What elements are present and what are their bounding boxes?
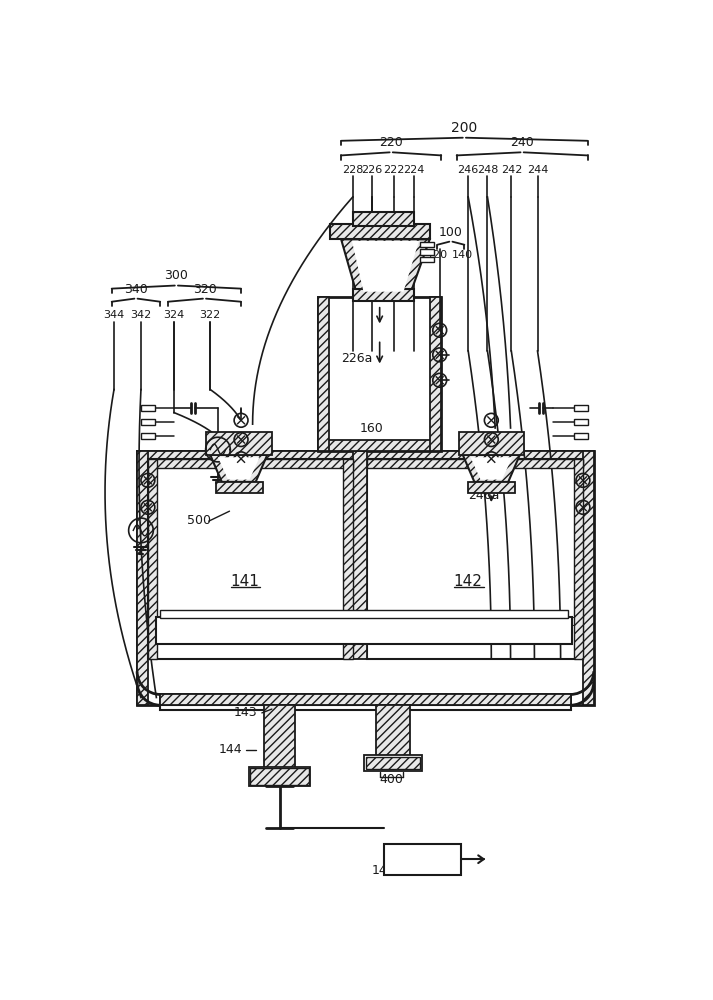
Text: 10: 10 bbox=[563, 616, 579, 629]
Bar bbox=[421, 257, 434, 262]
Bar bbox=[318, 297, 441, 451]
Bar bbox=[249, 767, 310, 786]
Text: 500: 500 bbox=[187, 514, 211, 527]
Bar bbox=[366, 459, 583, 659]
Text: 420: 420 bbox=[392, 763, 414, 773]
Text: 142: 142 bbox=[453, 574, 483, 589]
Text: 141: 141 bbox=[230, 574, 260, 589]
Bar bbox=[459, 432, 525, 455]
Bar bbox=[353, 289, 414, 301]
Bar bbox=[160, 694, 570, 705]
Bar bbox=[137, 451, 594, 462]
Bar bbox=[148, 459, 353, 659]
Bar bbox=[575, 433, 588, 439]
Text: 240: 240 bbox=[511, 136, 534, 149]
Bar bbox=[421, 249, 434, 255]
Text: 248: 248 bbox=[477, 165, 498, 175]
Text: 100: 100 bbox=[439, 226, 463, 239]
Bar bbox=[141, 405, 155, 411]
Bar bbox=[160, 610, 568, 618]
Bar bbox=[215, 482, 262, 493]
Text: 340: 340 bbox=[124, 283, 148, 296]
Text: 322: 322 bbox=[200, 310, 221, 320]
Text: 344: 344 bbox=[103, 310, 125, 320]
Polygon shape bbox=[352, 241, 419, 292]
Text: 220: 220 bbox=[379, 136, 403, 149]
Bar bbox=[421, 242, 434, 247]
Text: 200: 200 bbox=[451, 121, 478, 135]
Bar bbox=[366, 757, 421, 769]
Bar bbox=[575, 405, 588, 411]
Text: 160: 160 bbox=[360, 422, 384, 434]
Bar bbox=[137, 451, 148, 705]
Polygon shape bbox=[471, 457, 512, 480]
Polygon shape bbox=[210, 455, 267, 482]
Bar bbox=[575, 419, 588, 425]
Text: 224: 224 bbox=[404, 165, 425, 175]
Bar bbox=[148, 459, 353, 468]
Bar bbox=[264, 705, 295, 782]
Text: 226a: 226a bbox=[341, 352, 372, 365]
Bar bbox=[137, 451, 594, 705]
Bar bbox=[148, 459, 157, 659]
Bar bbox=[141, 433, 155, 439]
Bar bbox=[318, 440, 441, 451]
Bar bbox=[366, 459, 583, 468]
Text: 120: 120 bbox=[427, 250, 448, 260]
Bar bbox=[583, 451, 594, 705]
Bar bbox=[160, 694, 570, 705]
Text: 228: 228 bbox=[342, 165, 364, 175]
Bar bbox=[431, 297, 441, 451]
Text: 143: 143 bbox=[234, 706, 257, 719]
Text: 140: 140 bbox=[451, 250, 473, 260]
Text: 400: 400 bbox=[379, 773, 403, 786]
Bar bbox=[344, 459, 353, 659]
Text: 246: 246 bbox=[458, 165, 479, 175]
Text: 222: 222 bbox=[383, 165, 404, 175]
Bar bbox=[156, 617, 572, 644]
Bar bbox=[574, 459, 583, 659]
Bar bbox=[376, 705, 411, 767]
Bar bbox=[468, 482, 515, 493]
Bar bbox=[364, 755, 422, 771]
Text: 246a: 246a bbox=[468, 489, 499, 502]
Bar bbox=[353, 212, 414, 226]
Text: 145: 145 bbox=[371, 864, 396, 877]
Text: 324: 324 bbox=[163, 310, 185, 320]
Text: P: P bbox=[417, 850, 427, 868]
Bar bbox=[141, 419, 155, 425]
Bar bbox=[206, 432, 272, 455]
Text: 440: 440 bbox=[369, 763, 390, 773]
Text: 300: 300 bbox=[165, 269, 188, 282]
Text: 320: 320 bbox=[193, 283, 216, 296]
Bar bbox=[384, 844, 461, 875]
Text: 342: 342 bbox=[130, 310, 152, 320]
Polygon shape bbox=[341, 239, 430, 293]
Text: 242: 242 bbox=[501, 165, 522, 175]
Polygon shape bbox=[218, 457, 260, 480]
Polygon shape bbox=[463, 455, 520, 482]
Bar bbox=[250, 768, 309, 785]
Bar bbox=[329, 224, 430, 239]
Bar bbox=[160, 705, 570, 710]
Text: 144: 144 bbox=[219, 743, 242, 756]
Bar bbox=[318, 297, 329, 451]
Text: 226: 226 bbox=[361, 165, 383, 175]
Text: 244: 244 bbox=[527, 165, 548, 175]
Bar bbox=[353, 451, 366, 659]
